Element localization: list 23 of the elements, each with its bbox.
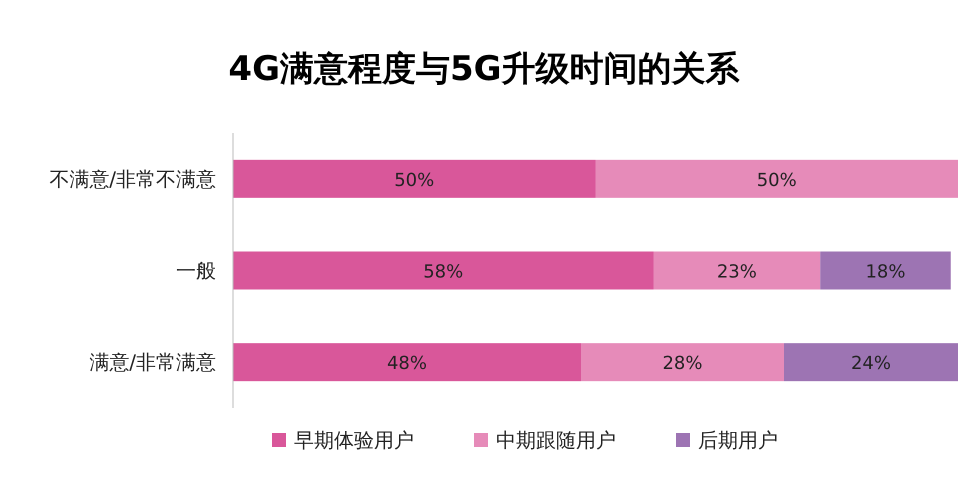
y-tick-label: 一般 xyxy=(176,258,216,282)
bar xyxy=(654,252,820,290)
data-label: 24% xyxy=(850,353,892,374)
bar xyxy=(233,252,654,290)
data-label: 48% xyxy=(386,353,428,374)
data-label: 28% xyxy=(662,353,703,374)
data-label: 50% xyxy=(394,170,434,191)
data-label: 23% xyxy=(716,262,757,282)
legend-label: 早期体验用户 xyxy=(294,428,414,452)
data-label: 18% xyxy=(865,262,906,282)
bar xyxy=(581,343,784,382)
data-label: 50% xyxy=(756,170,797,191)
bar xyxy=(596,160,958,198)
bar xyxy=(233,343,581,382)
chart-title: 4G满意程度与5G升级时间的关系 xyxy=(228,49,741,89)
legend-label: 中期跟随用户 xyxy=(496,428,616,452)
bar xyxy=(784,343,958,382)
y-tick-label: 满意/非常满意 xyxy=(89,350,216,374)
legend-label: 后期用户 xyxy=(698,428,778,452)
data-label: 58% xyxy=(423,262,464,282)
bar xyxy=(820,252,951,290)
bar xyxy=(233,160,596,198)
y-tick-label: 不满意/非常不满意 xyxy=(49,166,216,191)
